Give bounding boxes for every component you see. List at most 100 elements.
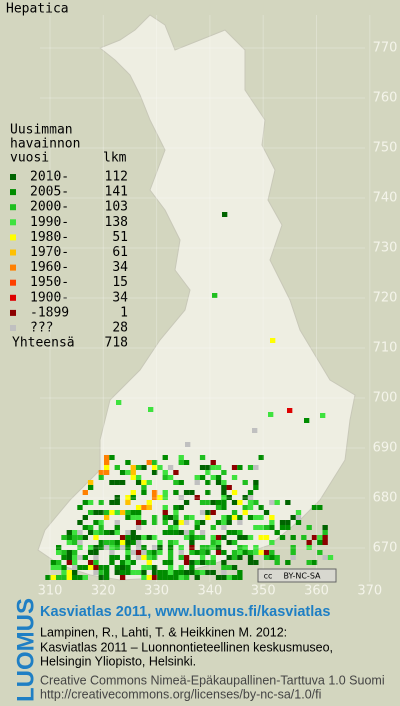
occurrence-square bbox=[242, 535, 248, 540]
y-tick-label: 740 bbox=[373, 191, 398, 206]
occurrence-square bbox=[103, 575, 110, 580]
occurrence-square bbox=[141, 555, 147, 560]
legend-count: 51 bbox=[112, 230, 128, 245]
occurrence-square bbox=[205, 510, 211, 515]
occurrence-square bbox=[306, 540, 312, 545]
occurrence-square bbox=[162, 495, 168, 500]
x-tick-label: 310 bbox=[38, 584, 63, 599]
occurrence-square bbox=[178, 575, 184, 580]
occurrence-square bbox=[173, 515, 179, 520]
occurrence-square bbox=[183, 530, 190, 535]
occurrence-square bbox=[269, 520, 275, 525]
occurrence-square bbox=[173, 540, 179, 545]
occurrence-square bbox=[183, 460, 190, 465]
occurrence-square bbox=[269, 550, 275, 555]
occurrence-square bbox=[125, 500, 131, 505]
occurrence-square bbox=[167, 545, 174, 550]
occurrence-square bbox=[185, 442, 191, 447]
occurrence-square bbox=[178, 555, 184, 560]
occurrence-square bbox=[258, 505, 264, 510]
occurrence-square bbox=[226, 530, 232, 535]
occurrence-square bbox=[114, 510, 120, 515]
occurrence-square bbox=[231, 555, 238, 560]
occurrence-square bbox=[119, 540, 126, 545]
occurrence-square bbox=[263, 555, 270, 560]
occurrence-square bbox=[130, 540, 136, 545]
occurrence-square bbox=[50, 565, 56, 570]
occurrence-square bbox=[270, 338, 276, 343]
occurrence-square bbox=[290, 515, 296, 520]
occurrence-square bbox=[226, 485, 232, 490]
occurrence-square bbox=[242, 480, 248, 485]
occurrence-square bbox=[151, 465, 158, 470]
occurrence-square bbox=[55, 550, 62, 555]
occurrence-square bbox=[157, 495, 163, 500]
occurrence-square bbox=[71, 535, 78, 540]
occurrence-square bbox=[189, 545, 195, 550]
occurrence-square bbox=[247, 535, 254, 540]
occurrence-square bbox=[258, 550, 264, 555]
occurrence-square bbox=[103, 455, 110, 460]
occurrence-square bbox=[162, 515, 168, 520]
occurrence-square bbox=[199, 475, 206, 480]
badge-cc: cc bbox=[264, 572, 273, 581]
occurrence-square bbox=[141, 550, 147, 555]
occurrence-square bbox=[151, 570, 158, 575]
y-tick-label: 720 bbox=[373, 291, 398, 306]
occurrence-square bbox=[130, 560, 136, 565]
occurrence-square bbox=[205, 480, 211, 485]
occurrence-square bbox=[98, 500, 104, 505]
occurrence-square bbox=[130, 510, 136, 515]
occurrence-square bbox=[93, 560, 99, 565]
occurrence-square bbox=[317, 540, 323, 545]
occurrence-square bbox=[98, 570, 104, 575]
occurrence-square bbox=[237, 530, 243, 535]
occurrence-square bbox=[253, 550, 259, 555]
occurrence-square bbox=[269, 525, 275, 530]
occurrence-square bbox=[135, 570, 142, 575]
occurrence-square bbox=[285, 500, 291, 505]
occurrence-square bbox=[269, 515, 275, 520]
occurrence-square bbox=[258, 525, 264, 530]
occurrence-square bbox=[98, 520, 104, 525]
occurrence-square bbox=[141, 520, 147, 525]
occurrence-square bbox=[221, 570, 227, 575]
occurrence-square bbox=[167, 555, 174, 560]
occurrence-square bbox=[295, 510, 302, 515]
occurrence-square bbox=[189, 530, 195, 535]
occurrence-square bbox=[114, 465, 120, 470]
occurrence-square bbox=[231, 465, 238, 470]
occurrence-square bbox=[242, 545, 248, 550]
legend-label: ??? bbox=[30, 321, 53, 336]
x-tick-label: 330 bbox=[144, 584, 169, 599]
occurrence-square bbox=[114, 555, 120, 560]
occurrence-square bbox=[109, 560, 115, 565]
occurrence-square bbox=[151, 515, 158, 520]
occurrence-square bbox=[183, 570, 190, 575]
occurrence-square bbox=[215, 550, 222, 555]
occurrence-square bbox=[77, 565, 83, 570]
occurrence-square bbox=[183, 490, 190, 495]
occurrence-square bbox=[247, 515, 254, 520]
occurrence-square bbox=[109, 510, 115, 515]
occurrence-square bbox=[66, 535, 72, 540]
occurrence-square bbox=[103, 470, 110, 475]
occurrence-square bbox=[167, 515, 174, 520]
occurrence-square bbox=[322, 535, 328, 540]
occurrence-square bbox=[93, 555, 99, 560]
occurrence-square bbox=[93, 545, 99, 550]
occurrence-square bbox=[253, 465, 259, 470]
occurrence-square bbox=[253, 485, 259, 490]
occurrence-square bbox=[290, 550, 296, 555]
occurrence-square bbox=[210, 535, 216, 540]
occurrence-square bbox=[125, 570, 131, 575]
occurrence-square bbox=[173, 510, 179, 515]
occurrence-square bbox=[82, 500, 88, 505]
occurrence-square bbox=[194, 480, 200, 485]
legend-swatch bbox=[10, 309, 16, 316]
occurrence-square bbox=[151, 550, 158, 555]
occurrence-square bbox=[322, 525, 328, 530]
occurrence-square bbox=[87, 545, 94, 550]
legend-swatch bbox=[10, 219, 16, 226]
occurrence-square bbox=[125, 560, 131, 565]
